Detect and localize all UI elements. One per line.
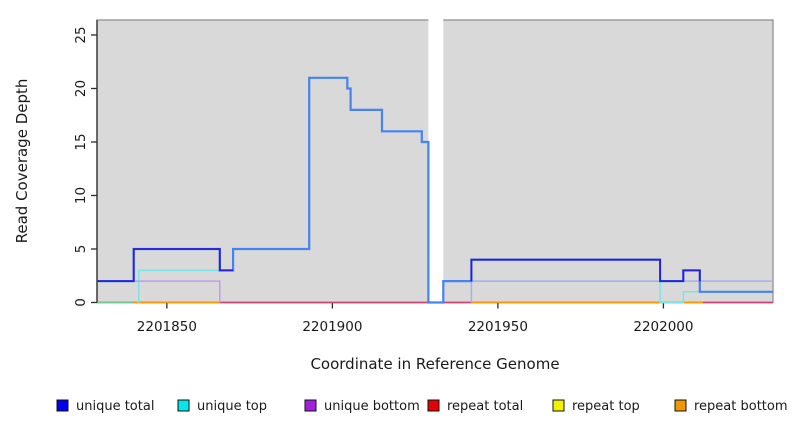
legend-swatch-repeat-top [552, 399, 565, 412]
legend-item: repeat bottom [674, 399, 788, 414]
y-tick-label: 0 [73, 298, 89, 307]
legend-item: repeat top [552, 399, 640, 414]
legend-label: repeat bottom [694, 399, 788, 414]
x-tick-label: 2201900 [302, 319, 362, 335]
x-tick-label: 2201950 [468, 319, 528, 335]
legend-item: unique bottom [304, 399, 420, 414]
x-tick-label: 2201850 [137, 319, 197, 335]
legend-swatch-unique-bottom [304, 399, 317, 412]
y-axis-title: Read Coverage Depth [13, 79, 31, 244]
legend-swatch-repeat-bottom [674, 399, 687, 412]
legend-label: unique top [197, 399, 267, 414]
y-tick-label: 15 [73, 133, 89, 150]
unique-total-right-line [470, 258, 701, 283]
mask-band [428, 18, 444, 305]
legend-label: unique bottom [324, 399, 420, 414]
x-axis-title: Coordinate in Reference Genome [310, 355, 559, 373]
unique-total-left-line [97, 248, 234, 283]
legend-item: unique top [177, 399, 267, 414]
unique-top-left-line [137, 269, 234, 303]
legend-label: unique total [76, 399, 154, 414]
legend-swatch-unique-total [56, 399, 69, 412]
y-tick-label: 5 [73, 245, 89, 254]
y-tick-label: 25 [73, 26, 89, 43]
legend-item: repeat total [427, 399, 523, 414]
series-lines [97, 76, 773, 304]
mask-band-rect [428, 18, 444, 305]
legend-label: repeat total [447, 399, 523, 414]
legend: unique total unique top unique bottom repea… [56, 399, 788, 414]
legend-swatch-unique-top [177, 399, 190, 412]
y-tick-label: 20 [73, 80, 89, 97]
legend-swatch-repeat-total [427, 399, 440, 412]
legend-label: repeat top [572, 399, 640, 414]
unique-bottom-left-line [133, 280, 221, 303]
y-tick-label: 10 [73, 187, 89, 204]
x-tick-label: 2202000 [633, 319, 693, 335]
legend-item: unique total [56, 399, 154, 414]
